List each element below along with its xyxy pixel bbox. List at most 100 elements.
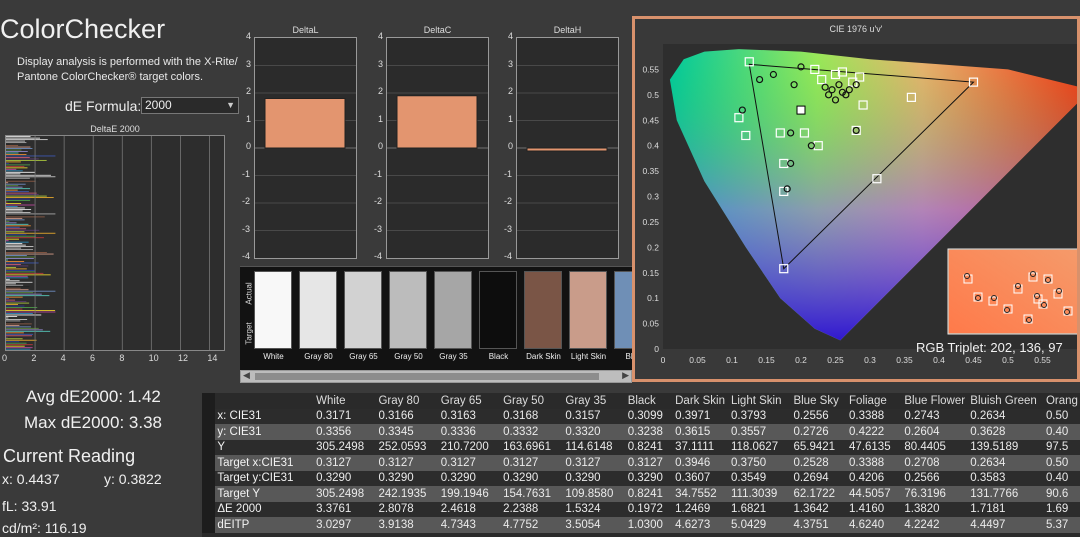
formula-select[interactable]: 2000 ▼ [141,97,239,114]
scroll-right-icon[interactable]: ▶ [622,370,629,380]
deltae-bar [6,292,34,294]
deltae-bar [6,266,17,268]
current-cdm2: cd/m²: 116.19 [2,520,87,536]
deltae-bar [6,345,25,347]
current-y: y: 0.3822 [104,471,162,487]
table-cell: 0.3607 [673,470,729,486]
swatch-scrollbar[interactable]: ◀ ▶ [240,370,632,383]
table-cell: 0.3583 [968,470,1044,486]
rgb-triplet: RGB Triplet: 202, 136, 97 [916,340,1063,355]
table-cell: 0.3290 [314,470,377,486]
row-gutter [202,517,216,533]
deltae-bar [6,264,21,265]
table-cell: 4.6273 [673,517,729,533]
table-column-header: Gray 80 [376,393,439,409]
cie-target-marker [858,100,868,110]
page-title: ColorChecker [0,14,166,44]
deltae-bar [6,164,31,166]
swatch[interactable] [614,271,632,349]
cie-y-tick: 0.15 [642,268,659,278]
mini-chart-plot [516,37,619,259]
deltae-bar [6,228,27,230]
cie-y-tick: 0.5 [647,90,659,100]
cie-actual-marker [852,81,860,89]
table-cell: 1.2469 [673,501,729,517]
deltae-bar [6,137,41,139]
deltae-bar [6,280,20,282]
swatch[interactable] [344,271,382,349]
cie-y-tick: 0.3 [647,192,659,202]
cie-actual-marker [835,81,843,89]
mini-y-tick: -3 [504,223,513,234]
table-cell: 1.6821 [728,501,792,517]
table-cell: 0.3345 [376,424,439,440]
table-row: dEITP 3.0297 3.9138 4.7343 4.7752 3.5054 1.030… [202,517,1080,533]
table-cell: 0.3171 [314,408,377,424]
mini-y-tick: 1 [246,113,252,124]
swatch-label: Gray 35 [439,352,468,361]
table-cell: 0.3793 [728,408,792,424]
deltae-bar [6,211,31,213]
deltae-bar [6,320,21,322]
table-cell: 2.2388 [501,501,564,517]
deltae-bar [6,173,21,175]
cie-target-marker [799,128,810,138]
deltae-bar [6,318,28,320]
mini-chart-bar [396,95,478,149]
deltae-chart-title: DeltaE 2000 [90,124,140,134]
mini-y-tick: -1 [504,168,513,179]
deltae-bar [6,140,25,142]
table-cell: 0.50 [1043,455,1080,471]
table-cell: 1.4160 [847,501,903,517]
table-cell: 0.1972 [625,501,674,517]
deltae-bar [6,183,26,185]
target-label: Target [244,322,254,345]
table-cell: 44.5057 [847,486,903,502]
scroll-thumb[interactable] [255,373,599,380]
deltae-bar [6,256,36,258]
deltae-bar [6,329,43,331]
deltae-chart-panel: DeltaE 2000 0 2 4 6 8 10 12 14 [0,124,232,370]
row-label: Target x:CIE31 [215,455,315,471]
deltae-bar [6,277,29,279]
swatch[interactable] [299,271,337,349]
deltae-bar [6,191,29,193]
table-column-header: Blue Flower [902,393,969,409]
swatch[interactable] [479,271,517,349]
scroll-left-icon[interactable]: ◀ [243,370,250,380]
deltae-bar [6,310,56,311]
table-cell: 65.9421 [791,439,848,455]
deltae-bar [6,161,21,163]
table-cell: 0.3168 [501,408,564,424]
row-label: dEITP [215,517,315,533]
deltae-bar [6,226,20,228]
cie-x-tick: 0 [661,355,666,365]
swatch[interactable] [254,271,292,349]
deltae-bar [6,249,34,251]
deltae-bar [6,338,23,340]
deltae-bar [6,201,8,203]
deltae-chart-plot [5,135,225,351]
mini-y-tick: -2 [242,196,251,206]
deltae-bar [6,287,21,289]
mini-chart-svg [387,65,488,231]
swatch[interactable] [434,271,472,349]
swatch[interactable] [389,271,427,349]
deltae-bar [6,347,33,349]
table-cell: 0.3163 [438,408,502,424]
deltae-bar [6,305,25,307]
deltae-bar [6,308,23,310]
swatch[interactable] [524,271,562,349]
table-cell: 0.3290 [438,470,502,486]
inset-actual-marker [1034,293,1040,299]
current-reading-title: Current Reading [3,446,136,466]
mini-chart-title: DeltaL [292,25,319,35]
swatch-label: Gray 65 [349,352,378,361]
inset-target-marker [988,296,998,306]
table-cell: 114.6148 [563,439,626,455]
swatch[interactable] [569,271,607,349]
deltae-bar [6,142,27,144]
table-row: Target y:CIE31 0.3290 0.3290 0.3290 0.3290 0.… [202,470,1080,486]
deltae-bar [6,269,35,271]
table-cell: 5.37 [1043,517,1080,533]
